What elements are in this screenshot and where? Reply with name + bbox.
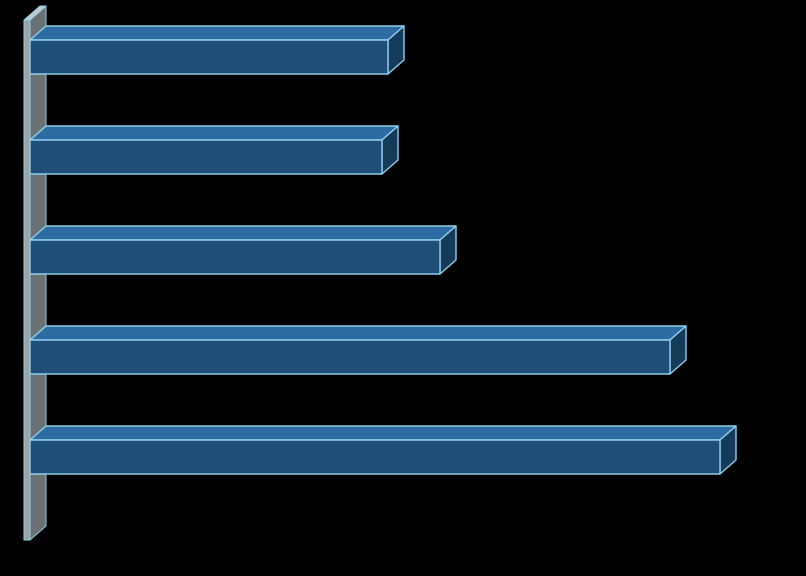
bar-chart-3d	[0, 0, 806, 576]
chart-canvas	[0, 0, 806, 576]
